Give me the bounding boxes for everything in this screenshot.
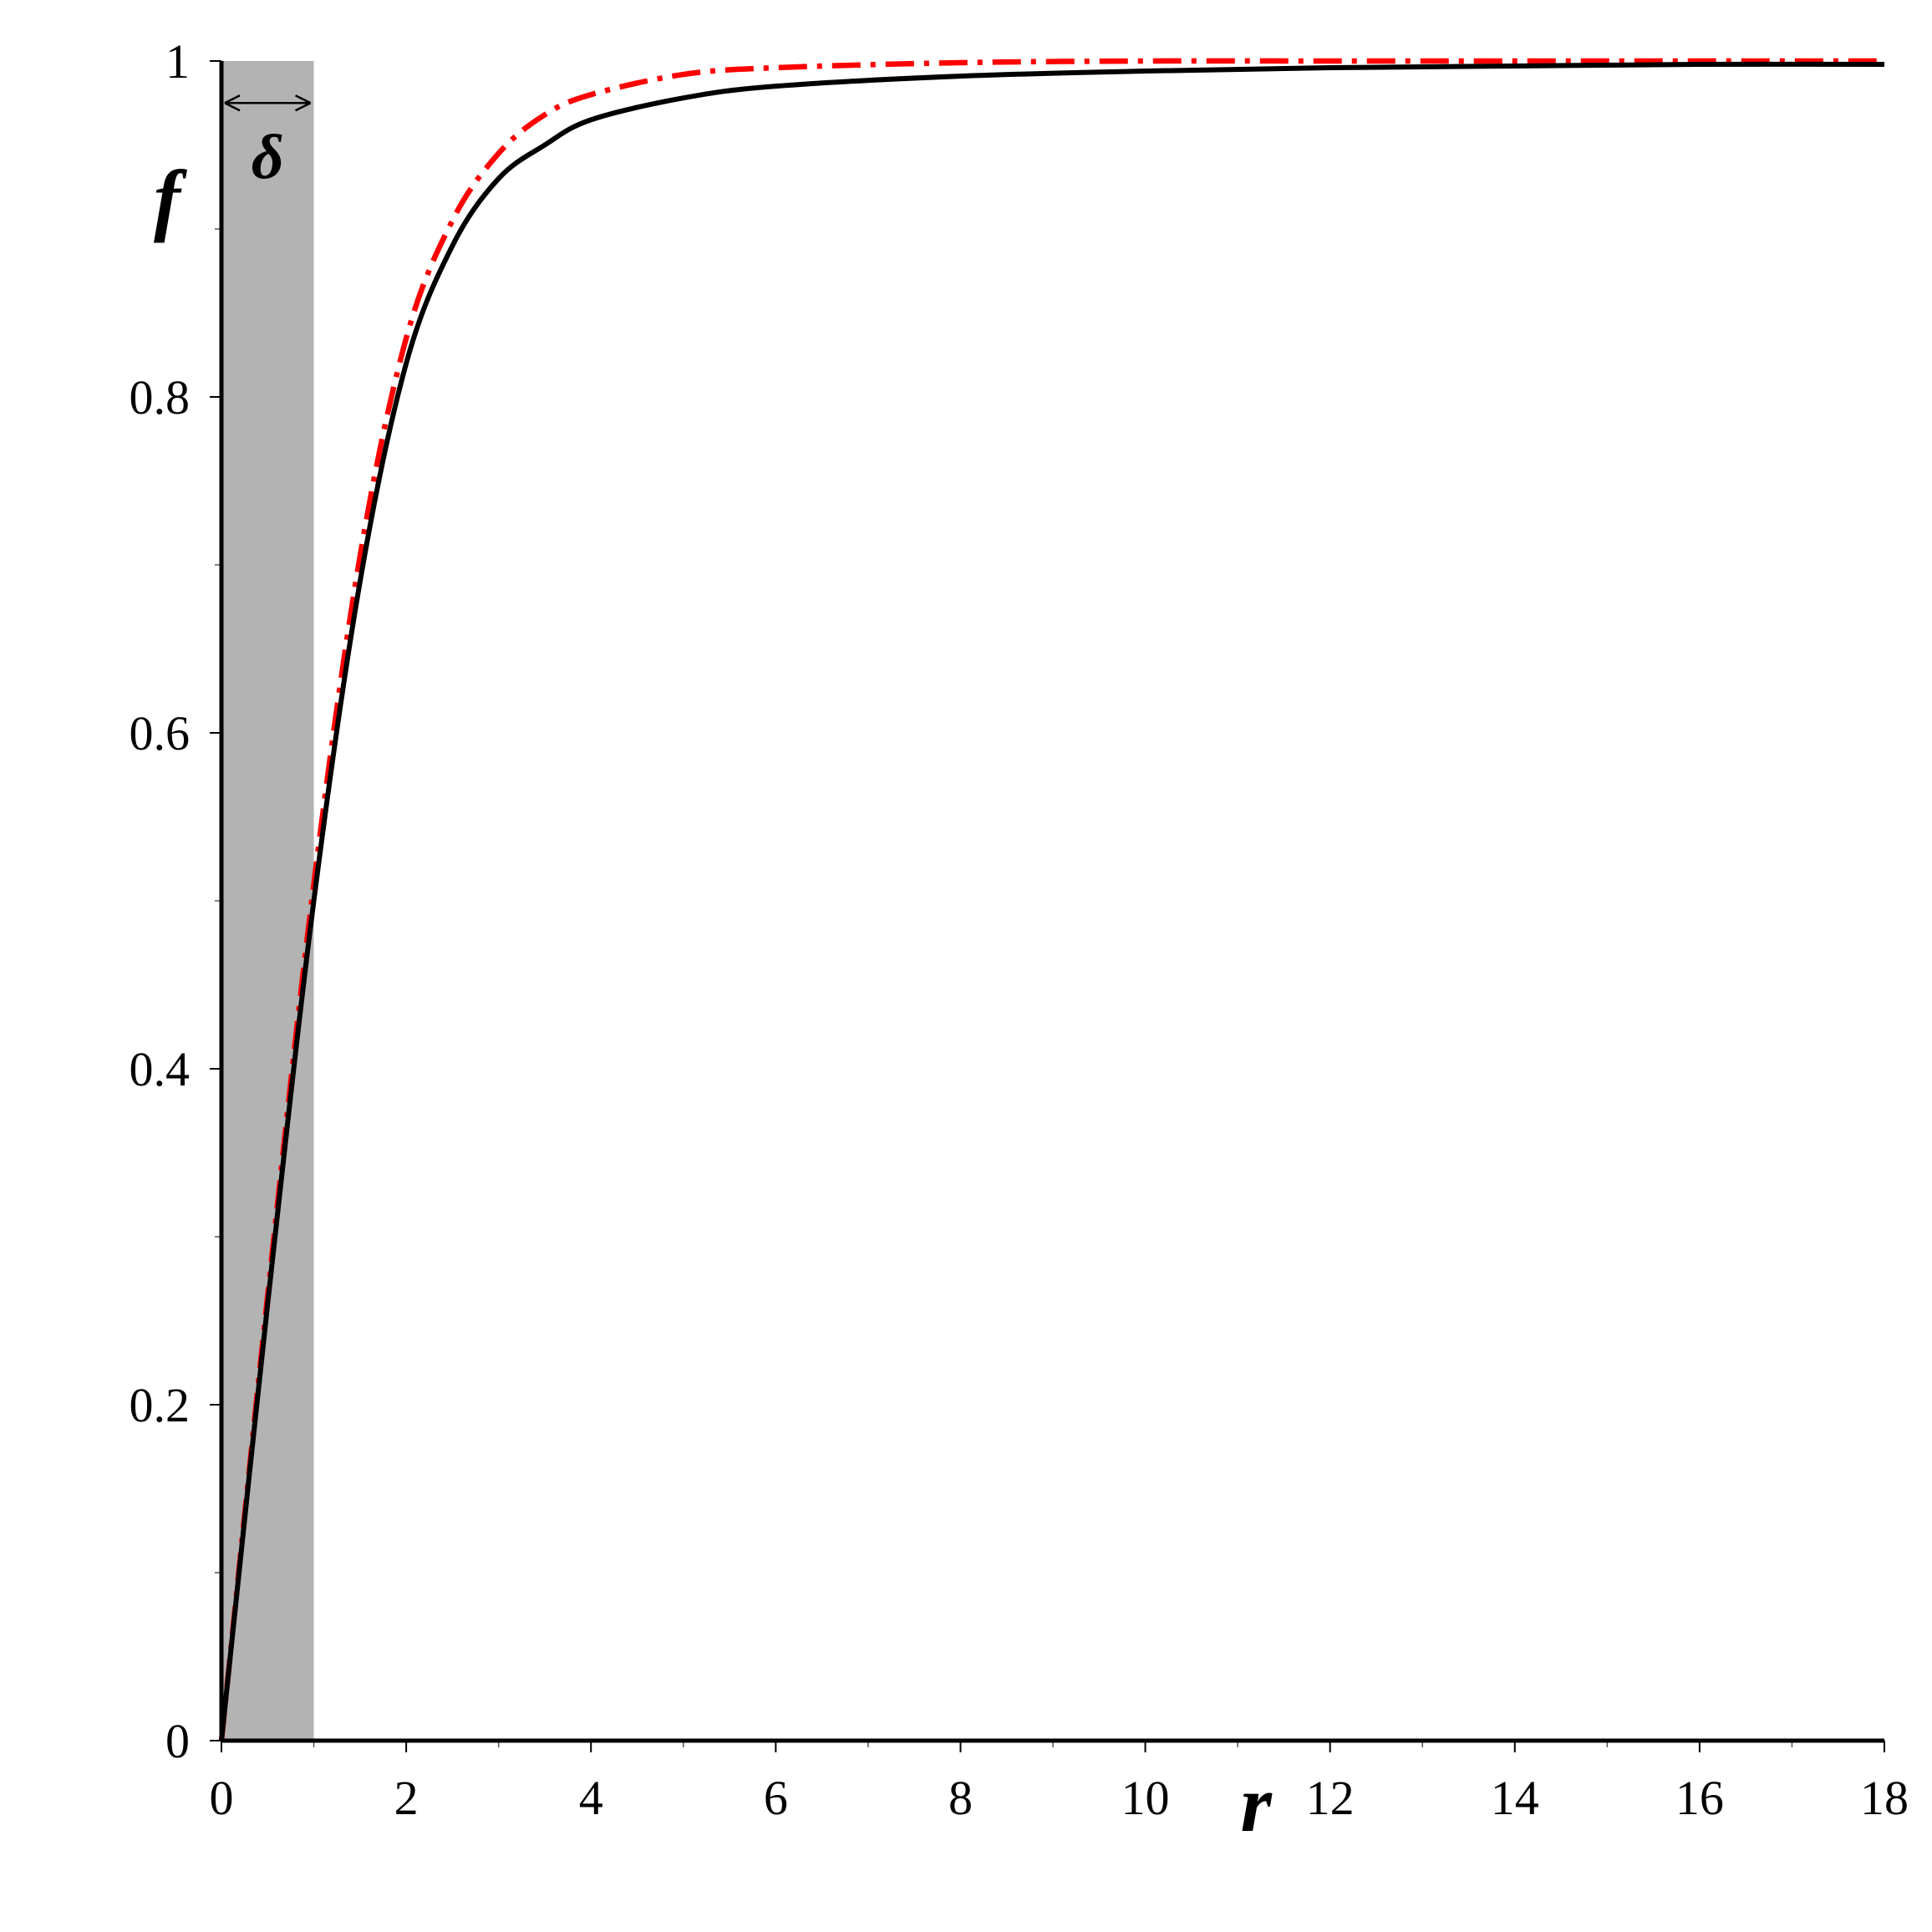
y-tick-label: 0.2 — [130, 1378, 191, 1432]
x-tick-label: 16 — [1675, 1771, 1724, 1825]
y-axis-label: f — [154, 154, 187, 243]
y-tick-label: 0.4 — [130, 1042, 191, 1096]
series-line-solid — [219, 61, 1885, 1741]
x-ticks: 0 2 4 6 8 10 12 14 16 18 — [210, 1741, 1909, 1825]
x-tick-label: 4 — [579, 1771, 603, 1825]
series-line-dashdot — [218, 58, 1884, 1741]
x-tick-label: 14 — [1491, 1771, 1539, 1825]
delta-label: δ — [252, 122, 284, 192]
y-tick-label: 1 — [165, 34, 190, 89]
x-tick-label: 8 — [948, 1771, 973, 1825]
delta-arrow-right-head — [294, 94, 312, 112]
delta-arrow-left-head — [224, 94, 241, 112]
y-tick-label: 0 — [165, 1714, 190, 1768]
x-tick-label: 18 — [1860, 1771, 1909, 1825]
shaded-region — [221, 61, 314, 1741]
x-tick-label: 12 — [1306, 1771, 1355, 1825]
x-tick-label: 6 — [764, 1771, 788, 1825]
series-layer — [218, 58, 1885, 1741]
delta-arrow — [224, 94, 312, 112]
y-tick-label: 0.8 — [130, 370, 191, 425]
y-tick-label: 0.6 — [130, 706, 191, 760]
x-tick-label: 2 — [394, 1771, 419, 1825]
x-tick-label: 0 — [210, 1771, 234, 1825]
x-axis-label: r — [1241, 1759, 1274, 1848]
y-ticks: 0 0.2 0.4 0.6 0.8 1 — [130, 34, 221, 1768]
x-tick-label: 10 — [1121, 1771, 1170, 1825]
